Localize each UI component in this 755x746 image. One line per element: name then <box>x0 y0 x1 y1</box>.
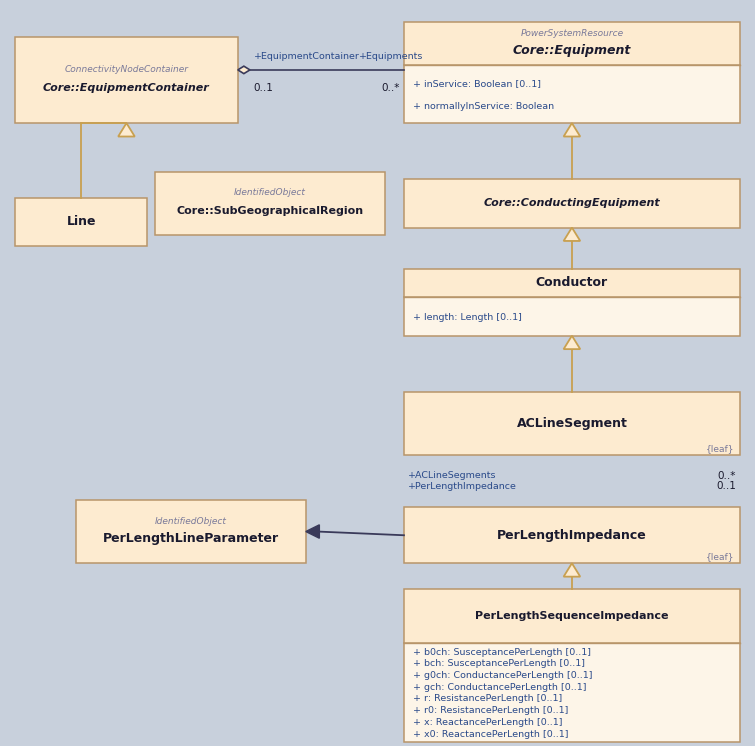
Text: +ACLineSegments: +ACLineSegments <box>408 471 496 480</box>
FancyBboxPatch shape <box>404 589 740 643</box>
Text: Core::ConductingEquipment: Core::ConductingEquipment <box>483 198 661 208</box>
Polygon shape <box>238 66 250 74</box>
Polygon shape <box>563 336 581 349</box>
FancyBboxPatch shape <box>404 22 740 65</box>
Text: +PerLengthImpedance: +PerLengthImpedance <box>408 482 516 491</box>
Text: + normallyInService: Boolean: + normallyInService: Boolean <box>413 102 554 111</box>
Text: PowerSystemResource: PowerSystemResource <box>520 28 624 37</box>
Text: 0..*: 0..* <box>382 84 400 93</box>
FancyBboxPatch shape <box>404 297 740 336</box>
Polygon shape <box>306 525 319 539</box>
FancyBboxPatch shape <box>404 643 740 742</box>
Text: 0..*: 0..* <box>718 471 736 481</box>
FancyBboxPatch shape <box>76 500 306 563</box>
Polygon shape <box>563 123 581 137</box>
Text: + bch: SusceptancePerLength [0..1]: + bch: SusceptancePerLength [0..1] <box>413 659 585 668</box>
FancyBboxPatch shape <box>15 198 147 246</box>
Text: + g0ch: ConductancePerLength [0..1]: + g0ch: ConductancePerLength [0..1] <box>413 671 593 680</box>
Text: Core::SubGeographicalRegion: Core::SubGeographicalRegion <box>177 206 363 216</box>
Text: + length: Length [0..1]: + length: Length [0..1] <box>413 313 522 322</box>
Text: + r: ResistancePerLength [0..1]: + r: ResistancePerLength [0..1] <box>413 695 562 703</box>
FancyBboxPatch shape <box>15 37 238 123</box>
Text: IdentifiedObject: IdentifiedObject <box>155 516 226 526</box>
Text: Core::EquipmentContainer: Core::EquipmentContainer <box>43 83 210 93</box>
Text: 0..1: 0..1 <box>254 84 273 93</box>
Polygon shape <box>563 228 581 241</box>
FancyBboxPatch shape <box>404 392 740 455</box>
Text: Line: Line <box>66 216 96 228</box>
FancyBboxPatch shape <box>404 65 740 123</box>
FancyBboxPatch shape <box>155 172 385 235</box>
Text: + inService: Boolean [0..1]: + inService: Boolean [0..1] <box>413 79 541 88</box>
FancyBboxPatch shape <box>404 179 740 228</box>
Polygon shape <box>118 123 134 137</box>
FancyBboxPatch shape <box>404 269 740 297</box>
Text: {leaf}: {leaf} <box>705 552 734 561</box>
Text: +Equipments: +Equipments <box>359 52 423 61</box>
Text: ConnectivityNodeContainer: ConnectivityNodeContainer <box>64 65 189 75</box>
Polygon shape <box>563 563 581 577</box>
Text: PerLengthImpedance: PerLengthImpedance <box>497 529 647 542</box>
Text: + r0: ResistancePerLength [0..1]: + r0: ResistancePerLength [0..1] <box>413 706 569 715</box>
Text: ACLineSegment: ACLineSegment <box>516 417 627 430</box>
Text: {leaf}: {leaf} <box>705 444 734 453</box>
Text: PerLengthSequenceImpedance: PerLengthSequenceImpedance <box>475 611 669 621</box>
Text: Core::Equipment: Core::Equipment <box>513 45 631 57</box>
Text: +EquipmentContainer: +EquipmentContainer <box>254 52 359 61</box>
Text: IdentifiedObject: IdentifiedObject <box>234 188 306 198</box>
Text: + x0: ReactancePerLength [0..1]: + x0: ReactancePerLength [0..1] <box>413 730 569 739</box>
Text: Conductor: Conductor <box>536 276 608 289</box>
FancyBboxPatch shape <box>404 507 740 563</box>
Text: PerLengthLineParameter: PerLengthLineParameter <box>103 533 279 545</box>
Text: + x: ReactancePerLength [0..1]: + x: ReactancePerLength [0..1] <box>413 718 562 727</box>
Text: + gch: ConductancePerLength [0..1]: + gch: ConductancePerLength [0..1] <box>413 683 587 692</box>
Text: 0..1: 0..1 <box>716 481 736 492</box>
Text: + b0ch: SusceptancePerLength [0..1]: + b0ch: SusceptancePerLength [0..1] <box>413 648 591 656</box>
